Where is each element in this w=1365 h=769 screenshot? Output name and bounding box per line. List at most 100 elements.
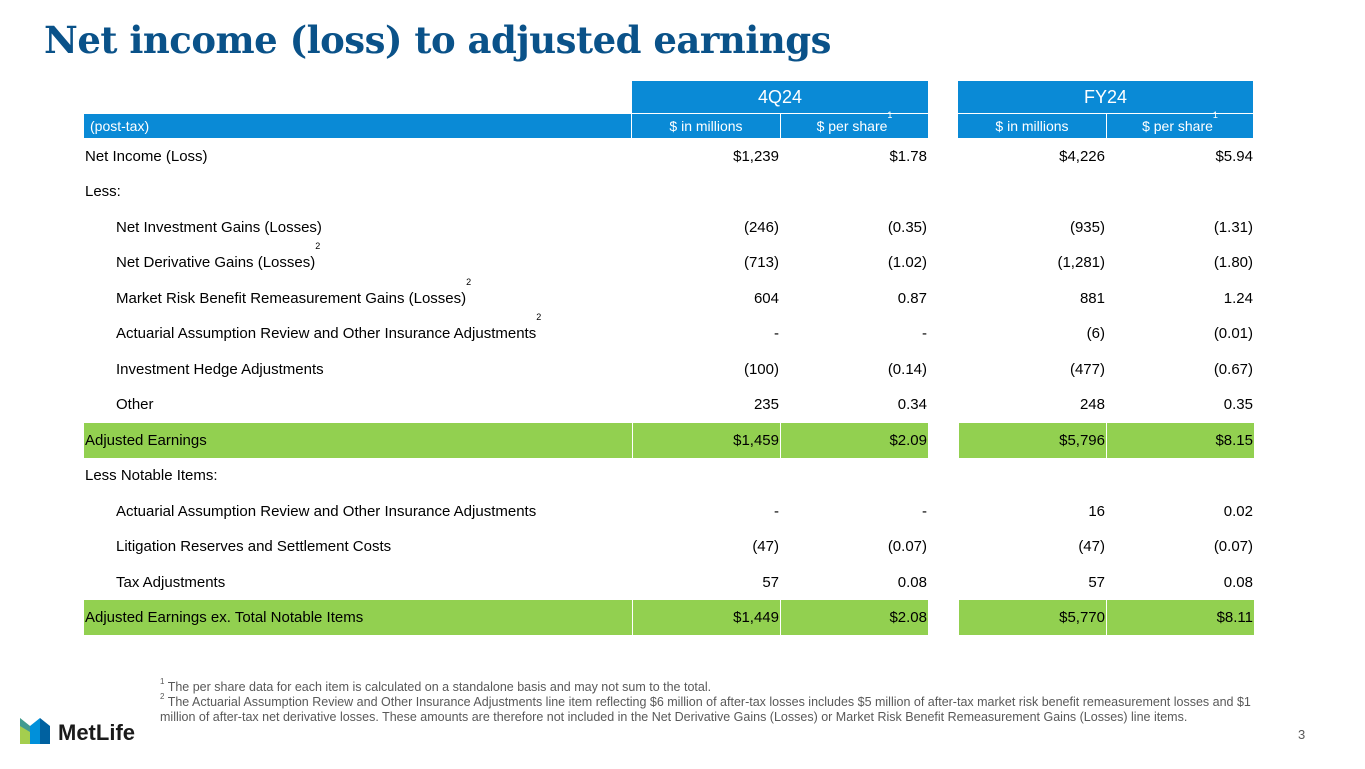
table-row: Market Risk Benefit Remeasurement Gains … <box>84 278 1254 316</box>
highlight-cell <box>84 600 632 635</box>
cell-fy24-millions: $4,226 <box>1059 148 1105 165</box>
table-row: Actuarial Assumption Review and Other In… <box>84 312 1254 351</box>
table-row: Net Income (Loss) $1,239 $1.78 $4,226 $5… <box>84 139 1254 174</box>
highlight-cell <box>781 423 928 458</box>
row-label: Litigation Reserves and Settlement Costs <box>116 538 392 555</box>
cell-fy24-per-share: 1.24 <box>1223 290 1253 307</box>
row-label: Actuarial Assumption Review and Other In… <box>116 503 537 520</box>
cell-4q24-millions: (713) <box>743 254 779 271</box>
cell-4q24-per-share: 0.34 <box>897 396 927 413</box>
cell-fy24-millions: (935) <box>1069 219 1105 236</box>
header-4q24-per-share: $ per share1 <box>781 111 928 138</box>
row-label: Net Investment Gains (Losses) <box>116 219 322 236</box>
cell-4q24-per-share: (1.02) <box>887 254 927 271</box>
table-row: Less Notable Items: <box>84 458 1254 493</box>
cell-fy24-per-share: $5.94 <box>1215 148 1253 165</box>
footnote-ref: 2 <box>466 277 472 287</box>
highlight-cell <box>959 600 1106 635</box>
footnote-ref: 1 <box>887 110 893 120</box>
table-row: Net Derivative Gains (Losses)2 (713) (1.… <box>84 241 1254 280</box>
cell-fy24-millions: (477) <box>1069 361 1105 378</box>
table-row: Less: <box>84 174 1254 209</box>
table-row-adjusted-earnings: Adjusted Earnings $1,459 $2.09 $5,796 $8… <box>84 423 1254 458</box>
row-label: Actuarial Assumption Review and Other In… <box>116 312 542 343</box>
cell-4q24-per-share: 0.08 <box>897 574 927 591</box>
highlight-cell <box>1107 423 1254 458</box>
cell-4q24-millions: $1,459 <box>733 432 779 449</box>
cell-4q24-millions: $1,449 <box>733 609 779 626</box>
cell-fy24-per-share: (0.07) <box>1213 538 1253 555</box>
header-post-tax: (post-tax) <box>84 114 631 138</box>
row-label: Net Income (Loss) <box>85 148 208 165</box>
cell-fy24-millions: $5,796 <box>1059 432 1105 449</box>
row-label: Tax Adjustments <box>116 574 226 591</box>
cell-4q24-millions: (246) <box>743 219 779 236</box>
page-title: Net income (loss) to adjusted earnings <box>44 18 831 62</box>
cell-fy24-per-share: (0.01) <box>1213 325 1253 342</box>
highlight-cell <box>633 423 780 458</box>
footnotes: 1 The per share data for each item is ca… <box>160 677 1270 725</box>
cell-fy24-per-share: (0.67) <box>1213 361 1253 378</box>
cell-fy24-millions: 248 <box>1079 396 1105 413</box>
table-row: Investment Hedge Adjustments (100) (0.14… <box>84 352 1254 387</box>
cell-fy24-per-share: 0.08 <box>1223 574 1253 591</box>
row-label: Net Derivative Gains (Losses)2 <box>116 241 321 272</box>
cell-fy24-millions: 881 <box>1079 290 1105 307</box>
cell-4q24-per-share: $2.08 <box>889 609 927 626</box>
cell-4q24-millions: - <box>774 325 779 342</box>
table-row: Litigation Reserves and Settlement Costs… <box>84 529 1254 564</box>
cell-4q24-millions: $1,239 <box>733 148 779 165</box>
highlight-cell <box>959 423 1106 458</box>
cell-4q24-per-share: - <box>922 325 927 342</box>
footnote-ref: 2 <box>536 312 542 322</box>
footnote-ref: 2 <box>315 241 321 251</box>
cell-4q24-millions: 57 <box>762 574 779 591</box>
table-row: Actuarial Assumption Review and Other In… <box>84 494 1254 529</box>
cell-fy24-millions: 57 <box>1088 574 1105 591</box>
cell-fy24-millions: $5,770 <box>1059 609 1105 626</box>
cell-fy24-per-share: $8.11 <box>1216 609 1253 626</box>
row-label: Less: <box>85 183 121 200</box>
cell-fy24-millions: (1,281) <box>1057 254 1105 271</box>
table-row: Other 235 0.34 248 0.35 <box>84 387 1254 422</box>
cell-fy24-per-share: (1.31) <box>1213 219 1253 236</box>
cell-4q24-per-share: $2.09 <box>889 432 927 449</box>
cell-fy24-per-share: $8.15 <box>1215 432 1253 449</box>
cell-4q24-millions: 604 <box>753 290 779 307</box>
metlife-logo: MetLife <box>20 716 160 746</box>
cell-fy24-millions: (6) <box>1086 325 1105 342</box>
table-row: Net Investment Gains (Losses) (246) (0.3… <box>84 210 1254 245</box>
highlight-cell <box>1107 600 1254 635</box>
row-label: Adjusted Earnings <box>85 432 207 449</box>
table-row-adjusted-earnings-ex-notable: Adjusted Earnings ex. Total Notable Item… <box>84 600 1254 635</box>
cell-4q24-millions: (100) <box>743 361 779 378</box>
cell-4q24-millions: 235 <box>753 396 779 413</box>
cell-4q24-per-share: 0.87 <box>897 290 927 307</box>
cell-fy24-per-share: 0.02 <box>1223 503 1253 520</box>
footnote-1: 1 The per share data for each item is ca… <box>160 677 712 695</box>
header-4q24: 4Q24 <box>632 81 928 113</box>
cell-4q24-per-share: (0.35) <box>887 219 927 236</box>
svg-text:MetLife: MetLife <box>58 720 135 745</box>
footnote-number: 1 <box>160 677 165 686</box>
cell-fy24-per-share: (1.80) <box>1213 254 1253 271</box>
row-label: Less Notable Items: <box>85 467 218 484</box>
header-fy24-per-share: $ per share1 <box>1107 111 1253 138</box>
header-fy24: FY24 <box>958 81 1253 113</box>
highlight-cell <box>781 600 928 635</box>
cell-4q24-per-share: (0.14) <box>887 361 927 378</box>
cell-4q24-millions: - <box>774 503 779 520</box>
highlight-cell <box>84 423 632 458</box>
footnote-2: 2 The Actuarial Assumption Review and Ot… <box>160 692 1251 725</box>
cell-fy24-per-share: 0.35 <box>1223 396 1253 413</box>
row-label: Adjusted Earnings ex. Total Notable Item… <box>85 609 364 626</box>
header-fy24-millions: $ in millions <box>958 114 1106 138</box>
footnote-ref: 1 <box>1212 110 1218 120</box>
cell-4q24-per-share: - <box>922 503 927 520</box>
header-4q24-millions: $ in millions <box>632 114 780 138</box>
footnote-number: 2 <box>160 692 165 701</box>
table-row: Tax Adjustments 57 0.08 57 0.08 <box>84 565 1254 600</box>
row-label: Investment Hedge Adjustments <box>116 361 324 378</box>
cell-4q24-millions: (47) <box>752 538 779 555</box>
cell-4q24-per-share: (0.07) <box>887 538 927 555</box>
